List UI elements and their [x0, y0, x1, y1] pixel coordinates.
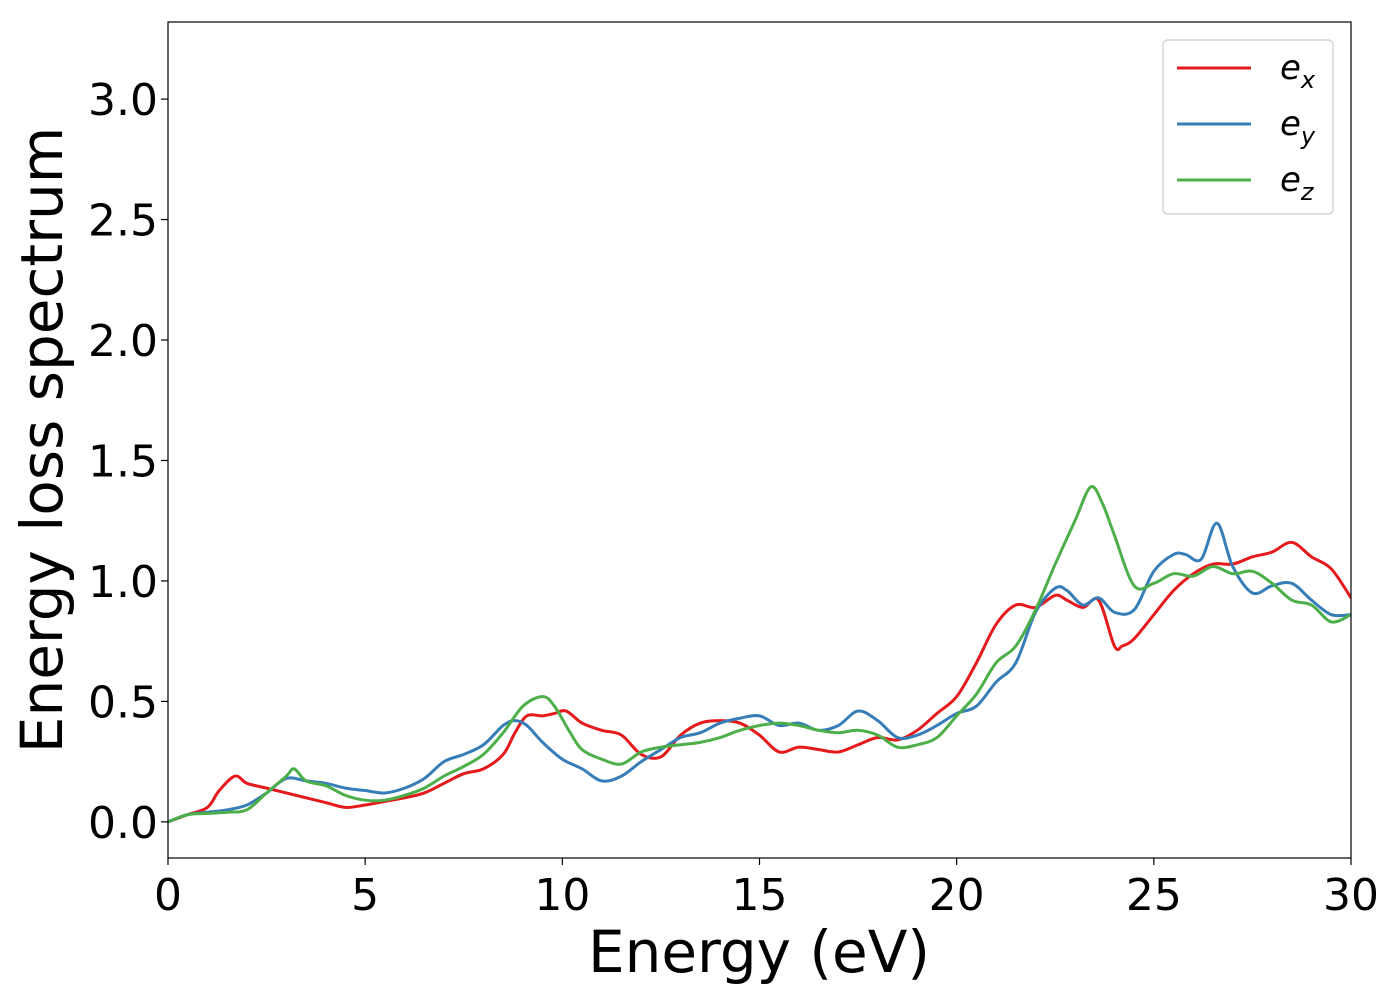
series-line-ex [168, 540, 1351, 824]
y-tick-label: 1.0 [88, 557, 158, 608]
y-tick-label: 1.5 [88, 436, 158, 487]
series-line-ez [168, 485, 1351, 824]
legend-subscript: z [1300, 178, 1315, 206]
legend-box [1162, 39, 1334, 215]
y-tick-label: 0.5 [88, 677, 158, 728]
series-layer [168, 485, 1351, 824]
y-tick-label: 3.0 [88, 75, 158, 126]
axes-layer: 0 5 10 15 20 25 30 0.0 0.5 1.0 1.5 2.0 2.5 3.0 [88, 21, 1379, 921]
x-tick-label: 0 [154, 870, 182, 921]
legend-subscript: x [1300, 66, 1316, 94]
x-tick-label: 25 [1126, 870, 1182, 921]
series-line-ey [168, 521, 1351, 824]
y-tick-label: 2.5 [88, 196, 158, 247]
legend-subscript: y [1300, 122, 1316, 150]
x-tick-label: 10 [534, 870, 590, 921]
x-axis-title: Energy (eV) [588, 918, 930, 986]
y-axis-title: Energy loss spectrum [8, 127, 76, 753]
x-tick-label: 20 [929, 870, 985, 921]
x-tick-label: 5 [351, 870, 379, 921]
y-tick-label: 2.0 [88, 316, 158, 367]
y-tick-label: 0.0 [88, 798, 158, 849]
x-tick-label: 15 [732, 870, 788, 921]
x-tick-label: 30 [1323, 870, 1379, 921]
